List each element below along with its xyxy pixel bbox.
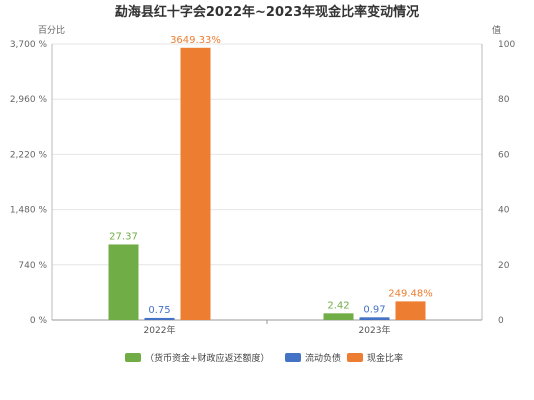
data-label: 3649.33% bbox=[170, 35, 221, 46]
bar bbox=[144, 317, 175, 320]
grid bbox=[52, 43, 482, 266]
bar bbox=[108, 244, 139, 320]
y-right-axis-name: 值 bbox=[492, 24, 501, 36]
data-label: 0.75 bbox=[148, 305, 170, 316]
data-label: 2.42 bbox=[327, 300, 349, 311]
y-right-tick-label: 100 bbox=[498, 40, 515, 50]
y-left-tick-label: 740 % bbox=[18, 261, 47, 271]
y-left-tick-label: 0 % bbox=[30, 316, 48, 326]
legend-item-label: 现金比率 bbox=[367, 352, 403, 364]
data-label: 249.48% bbox=[388, 288, 433, 299]
y-right-tick-label: 80 bbox=[498, 95, 510, 105]
y-left-axis-name: 百分比 bbox=[38, 24, 65, 36]
y-left-tick-label: 1,480 % bbox=[10, 206, 48, 216]
y-right-tick-label: 20 bbox=[498, 261, 510, 271]
bar bbox=[180, 47, 211, 320]
legend: （货币资金+财政应返还额度） 流动负债 现金比率 bbox=[125, 352, 403, 364]
axes: 0 % 740 % 1,480 % 2,220 % 2,960 % 3,700 % 0 20 4… bbox=[10, 40, 516, 336]
y-left-tick-label: 2,960 % bbox=[10, 95, 48, 105]
y-left-tick-label: 2,220 % bbox=[10, 150, 48, 160]
y-right-tick-label: 0 bbox=[498, 316, 504, 326]
legend-swatch bbox=[125, 353, 141, 362]
x-tick-label: 2022年 bbox=[144, 324, 176, 336]
y-right-tick-label: 40 bbox=[498, 206, 510, 216]
y-right-tick-label: 60 bbox=[498, 150, 510, 160]
legend-swatch bbox=[285, 353, 301, 362]
data-label: 0.97 bbox=[363, 304, 385, 315]
data-label: 27.37 bbox=[109, 231, 138, 242]
bar bbox=[323, 313, 354, 320]
legend-item-label: 流动负债 bbox=[305, 352, 341, 364]
y-left-tick-label: 3,700 % bbox=[10, 40, 48, 50]
bar bbox=[395, 301, 426, 320]
legend-item-label: （货币资金+财政应返还额度） bbox=[145, 352, 270, 364]
chart-title: 勐海县红十字会2022年~2023年现金比率变动情况 bbox=[115, 4, 419, 20]
x-tick-label: 2023年 bbox=[359, 324, 391, 336]
bar bbox=[359, 317, 390, 320]
legend-swatch bbox=[347, 353, 363, 362]
